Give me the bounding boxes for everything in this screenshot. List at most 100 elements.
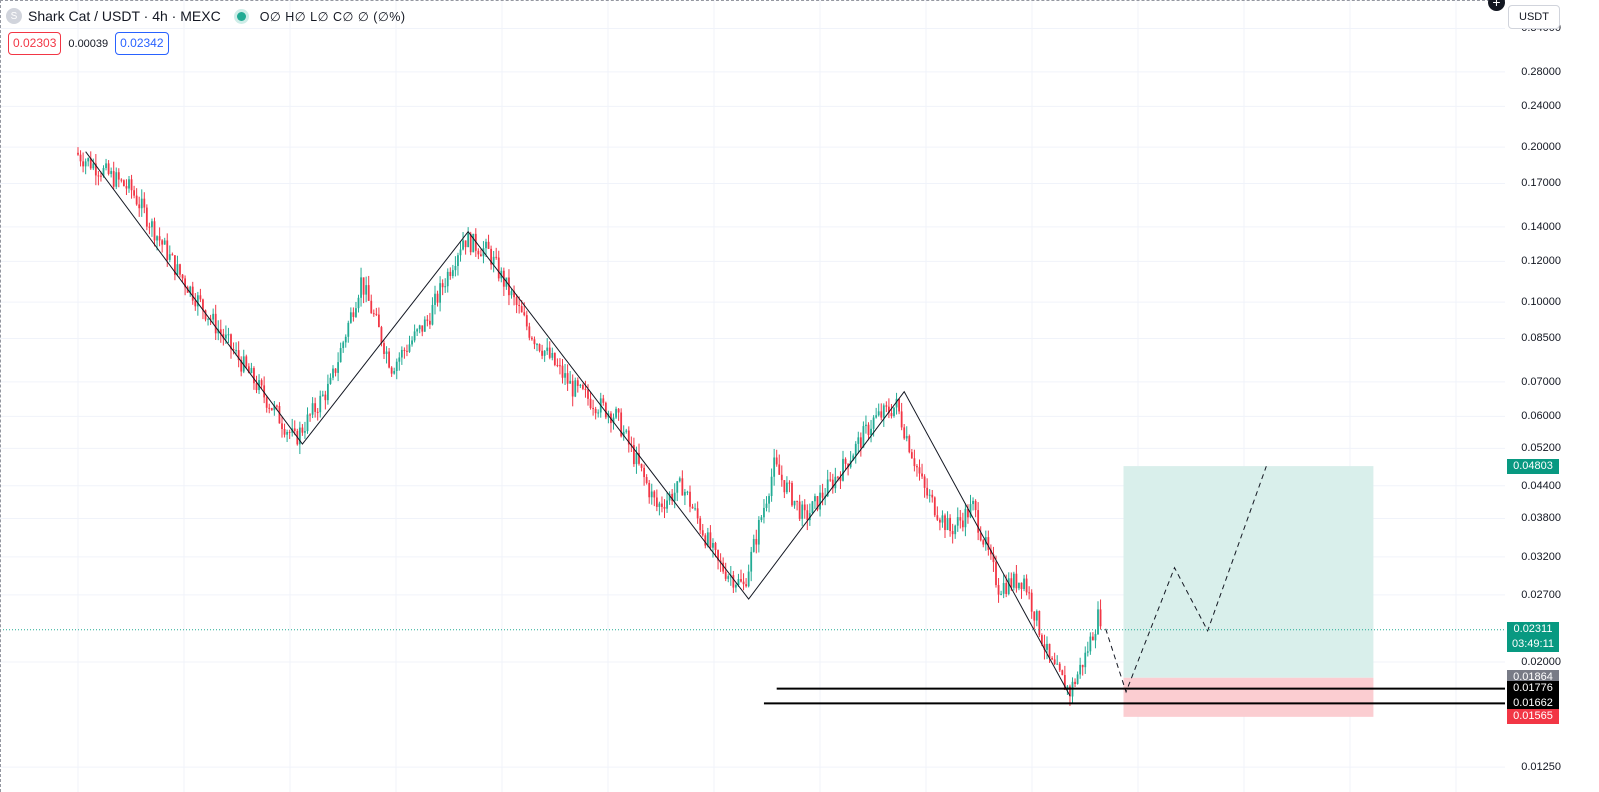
candle-body [135, 195, 138, 205]
chart-left-border [0, 0, 1, 792]
candle-body [571, 380, 574, 397]
candle-body [977, 510, 980, 533]
candle-body [286, 431, 288, 435]
candle-body [311, 403, 314, 415]
candle-body [857, 437, 860, 444]
candle-body [990, 549, 992, 555]
candle-body [592, 408, 594, 410]
candle-body [1053, 659, 1056, 665]
candle-body [793, 500, 796, 506]
candle-body [508, 277, 510, 296]
symbol-title[interactable]: Shark Cat / USDT · 4h · MEXC [28, 8, 221, 24]
candle-body [1074, 681, 1076, 684]
candle-body [931, 494, 934, 498]
candle-body [961, 520, 964, 528]
candle-body [941, 515, 944, 523]
candle-body [939, 519, 941, 523]
candle-body [365, 285, 368, 295]
y-tick-label: 0.14000 [1521, 220, 1561, 233]
chart-area[interactable]: S Shark Cat / USDT · 4h · MEXC O∅ H∅ L∅ … [0, 0, 1505, 792]
y-tick-label: 0.10000 [1521, 296, 1561, 309]
candle-body [429, 320, 431, 325]
y-tick-label: 0.04400 [1521, 479, 1561, 492]
candle-body [900, 411, 903, 428]
stop-loss-zone [1123, 677, 1374, 717]
candle-body [196, 295, 199, 307]
candle-body [528, 326, 531, 338]
plus-circle-icon[interactable]: + [1488, 0, 1505, 11]
live-status-dot-icon [236, 11, 246, 21]
candle-body [877, 411, 880, 416]
candle-body [617, 408, 620, 413]
candle-body [995, 562, 997, 586]
candle-body [222, 333, 225, 339]
candle-body [1028, 592, 1031, 594]
candle-body [967, 508, 969, 518]
candle-body [905, 436, 908, 439]
y-tick-label: 0.01250 [1521, 761, 1561, 774]
candle-body [1051, 658, 1053, 660]
candle-body [398, 357, 401, 362]
candle-body [490, 248, 492, 265]
candle-body [701, 530, 704, 536]
candle-body [263, 385, 266, 398]
candle-body [709, 532, 712, 548]
candle-body [808, 513, 811, 521]
candle-body [515, 297, 518, 305]
candle-body [620, 412, 623, 437]
candle-body [903, 427, 906, 439]
candle-body [1079, 664, 1082, 675]
candle-body [888, 406, 890, 414]
candle-body [1015, 573, 1018, 589]
candle-body [171, 254, 174, 256]
candle-body [158, 236, 161, 241]
profit-zone [1123, 466, 1374, 678]
candle-body [918, 467, 921, 474]
candle-body [314, 403, 317, 412]
price-axis[interactable]: 0.340000.280000.240000.200000.170000.140… [1505, 0, 1599, 792]
candle-body [714, 542, 717, 551]
candle-body [778, 464, 781, 475]
candle-body [151, 221, 153, 228]
candle-body [650, 491, 653, 498]
candle-body [755, 538, 758, 545]
shark-cat-coin-icon[interactable]: S [6, 8, 22, 24]
candle-body [569, 380, 572, 384]
candle-body [337, 362, 339, 373]
buy-price-button[interactable]: 0.02342 [115, 32, 169, 55]
bid-ask-row: 0.02303 0.00039 0.02342 [8, 32, 169, 55]
candle-body [176, 264, 179, 275]
candle-body [140, 198, 143, 209]
candle-body [439, 283, 441, 303]
candle-body [270, 408, 273, 411]
candle-body [370, 300, 373, 314]
candle-body [209, 318, 212, 320]
candle-body [232, 349, 235, 351]
candle-body [84, 161, 87, 167]
candle-body [487, 241, 490, 249]
y-tick-label: 0.03800 [1521, 512, 1561, 525]
candle-body [1018, 582, 1020, 589]
candle-body [724, 571, 727, 579]
spread-value: 0.00039 [68, 37, 109, 50]
candle-body [413, 331, 416, 341]
candle-body [625, 430, 628, 432]
y-tick-label: 0.03200 [1521, 550, 1561, 563]
candle-body [1020, 582, 1023, 590]
candle-body [423, 319, 426, 332]
price-chart-canvas[interactable] [0, 0, 1505, 792]
currency-selector-button[interactable]: USDT [1508, 5, 1560, 29]
candle-body [933, 497, 936, 516]
candle-body [390, 367, 393, 374]
candle-body [408, 344, 411, 352]
candle-body [546, 347, 549, 351]
sell-price-button[interactable]: 0.02303 [8, 32, 62, 55]
candle-body [400, 349, 403, 358]
candle-body [676, 481, 679, 493]
candle-body [757, 520, 760, 545]
candle-body [227, 334, 230, 336]
candle-body [615, 408, 617, 418]
candle-body [706, 532, 709, 546]
candle-body [786, 482, 788, 493]
candle-body [1058, 663, 1061, 671]
